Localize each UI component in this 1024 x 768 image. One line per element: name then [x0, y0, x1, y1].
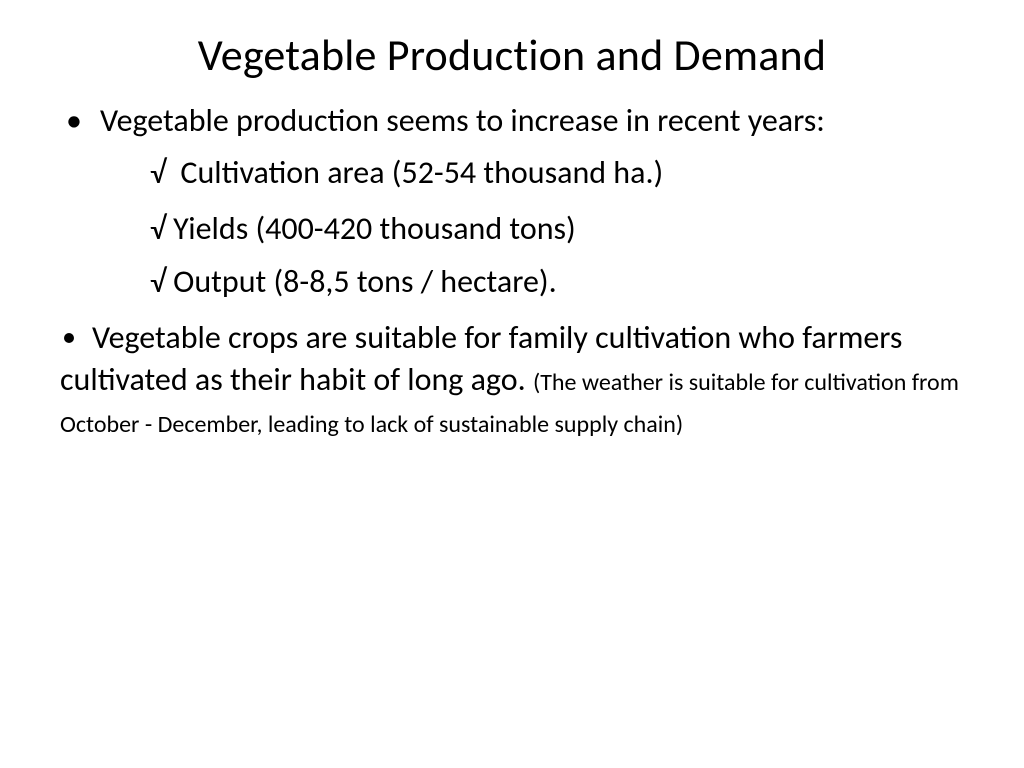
- bullet-text-1: Vegetable production seems to increase i…: [100, 100, 964, 142]
- check-icon: √: [150, 262, 166, 301]
- check-icon: √: [150, 153, 166, 192]
- check-text-2: Yields (400-420 thousand tons): [173, 209, 576, 248]
- check-item-3: √ Output (8-8,5 tons / hectare).: [150, 261, 964, 303]
- slide-body: • Vegetable production seems to increase…: [60, 100, 964, 444]
- bullet-icon: [64, 333, 74, 343]
- bullet-item-2: Vegetable crops are suitable for family …: [60, 317, 964, 444]
- slide: Vegetable Production and Demand • Vegeta…: [0, 0, 1024, 768]
- check-item-2: √ Yields (400-420 thousand tons): [150, 208, 964, 250]
- slide-title: Vegetable Production and Demand: [60, 28, 964, 82]
- bullet-icon: •: [60, 100, 100, 142]
- bullet-item-1: • Vegetable production seems to increase…: [60, 100, 964, 142]
- check-text-1: Cultivation area (52-54 thousand ha.): [180, 153, 663, 192]
- check-icon: √: [150, 209, 166, 248]
- check-text-3: Output (8-8,5 tons / hectare).: [173, 262, 556, 301]
- check-item-1: √ Cultivation area (52-54 thousand ha.): [150, 152, 964, 194]
